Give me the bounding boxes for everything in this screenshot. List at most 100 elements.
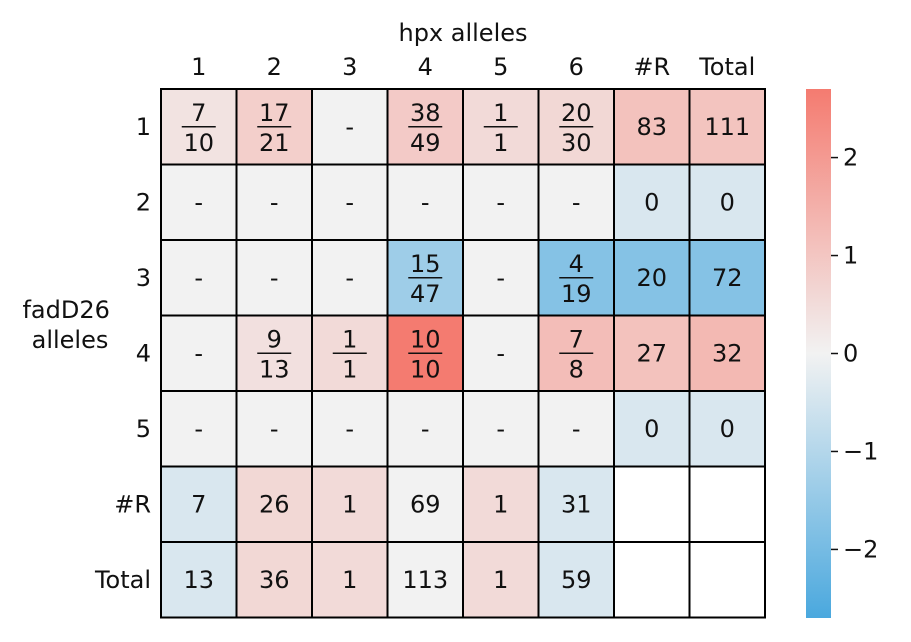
heatmap-cell: - xyxy=(462,163,540,241)
heatmap-cell: 1 xyxy=(311,465,389,543)
heatmap-cell: 7 xyxy=(160,465,238,543)
column-label: 1 xyxy=(191,53,206,81)
cell-rect xyxy=(235,239,313,317)
cell-denominator: 13 xyxy=(259,355,290,383)
heatmap-cell: 27 xyxy=(613,314,691,392)
cell-numerator: 10 xyxy=(410,325,441,353)
column-label: 3 xyxy=(342,53,357,81)
column-label: Total xyxy=(698,53,755,81)
cell-value: - xyxy=(345,415,354,443)
cell-value: - xyxy=(496,188,505,216)
cell-denominator: 47 xyxy=(410,280,441,308)
cell-value: 0 xyxy=(644,188,659,216)
row-label: #R xyxy=(114,490,151,518)
cell-value: 27 xyxy=(636,339,667,367)
heatmap-cell: - xyxy=(160,163,238,241)
colorbar: −2 −1 0 1 2 xyxy=(806,89,878,618)
cell-rect xyxy=(688,163,766,241)
heatmap-cell: - xyxy=(537,163,615,241)
cell-rect xyxy=(613,541,691,619)
heatmap-cell xyxy=(688,465,766,543)
cell-rect xyxy=(688,239,766,317)
heatmap-cell: - xyxy=(160,239,238,317)
cell-value: - xyxy=(194,415,203,443)
heatmap-cell: - xyxy=(386,390,464,468)
cell-rect xyxy=(311,163,389,241)
cell-rect xyxy=(462,541,540,619)
heatmap-cell: - xyxy=(311,88,389,166)
cell-value: - xyxy=(496,339,505,367)
heatmap-cell: 26 xyxy=(235,465,313,543)
cell-value: 59 xyxy=(561,566,592,594)
cell-rect xyxy=(311,390,389,468)
column-label: #R xyxy=(633,53,670,81)
cell-numerator: 4 xyxy=(569,250,584,278)
cell-value: 32 xyxy=(712,339,743,367)
cell-rect xyxy=(462,314,540,392)
cell-denominator: 30 xyxy=(561,129,592,157)
heatmap-cell xyxy=(613,465,691,543)
heatmap-cell: - xyxy=(311,239,389,317)
cell-value: - xyxy=(194,264,203,292)
cell-rect xyxy=(613,390,691,468)
cell-rect xyxy=(160,541,238,619)
heatmap-cell: 0 xyxy=(613,163,691,241)
heatmap-cell: 0 xyxy=(688,163,766,241)
heatmap-cell: - xyxy=(386,163,464,241)
colorbar-gradient xyxy=(806,89,831,618)
heatmap-cell: 32 xyxy=(688,314,766,392)
cell-rect xyxy=(688,465,766,543)
cell-value: - xyxy=(194,188,203,216)
row-label: 5 xyxy=(136,415,151,443)
cell-rect xyxy=(160,239,238,317)
heatmap-cell: 31 xyxy=(537,465,615,543)
cell-rect xyxy=(235,163,313,241)
chart-title: hpx alleles xyxy=(398,19,527,47)
heatmap-cell: 0 xyxy=(688,390,766,468)
cell-rect xyxy=(613,239,691,317)
cell-rect xyxy=(311,239,389,317)
cell-value: 26 xyxy=(259,490,290,518)
cell-value: 83 xyxy=(636,113,667,141)
row-labels: 1 2 3 4 5 #R Total xyxy=(94,113,151,594)
y-axis-label-line-2: alleles xyxy=(32,326,109,354)
cell-rect xyxy=(688,88,766,166)
cell-rect xyxy=(160,465,238,543)
cell-numerator: 7 xyxy=(569,325,584,353)
cell-value: 0 xyxy=(720,415,735,443)
heatmap-cell: 72 xyxy=(688,239,766,317)
y-axis-label-line-1: fadD26 xyxy=(22,296,109,324)
row-label: 1 xyxy=(136,113,151,141)
cell-value: 20 xyxy=(636,264,667,292)
cell-rect xyxy=(688,390,766,468)
cell-numerator: 20 xyxy=(561,99,592,127)
cell-denominator: 10 xyxy=(183,129,214,157)
heatmap-cell: 69 xyxy=(386,465,464,543)
heatmap-cell: - xyxy=(235,239,313,317)
cell-numerator: 38 xyxy=(410,99,441,127)
heatmap-cell: 1 xyxy=(311,541,389,619)
cell-value: - xyxy=(345,113,354,141)
heatmap-cell: 710 xyxy=(160,88,238,166)
cell-numerator: 7 xyxy=(191,99,206,127)
cell-denominator: 19 xyxy=(561,280,592,308)
cell-value: - xyxy=(270,188,279,216)
cell-value: 0 xyxy=(720,188,735,216)
cell-value: 7 xyxy=(191,490,206,518)
cell-value: 113 xyxy=(402,566,448,594)
heatmap-cell: 83 xyxy=(613,88,691,166)
column-label: 6 xyxy=(569,53,584,81)
cell-value: 1 xyxy=(342,490,357,518)
heatmap-cell: - xyxy=(311,163,389,241)
heatmap-cell: - xyxy=(160,314,238,392)
cell-numerator: 9 xyxy=(267,325,282,353)
cell-value: 111 xyxy=(704,113,750,141)
cell-value: - xyxy=(496,264,505,292)
cell-value: 36 xyxy=(259,566,290,594)
heatmap-cell: 913 xyxy=(235,314,313,392)
